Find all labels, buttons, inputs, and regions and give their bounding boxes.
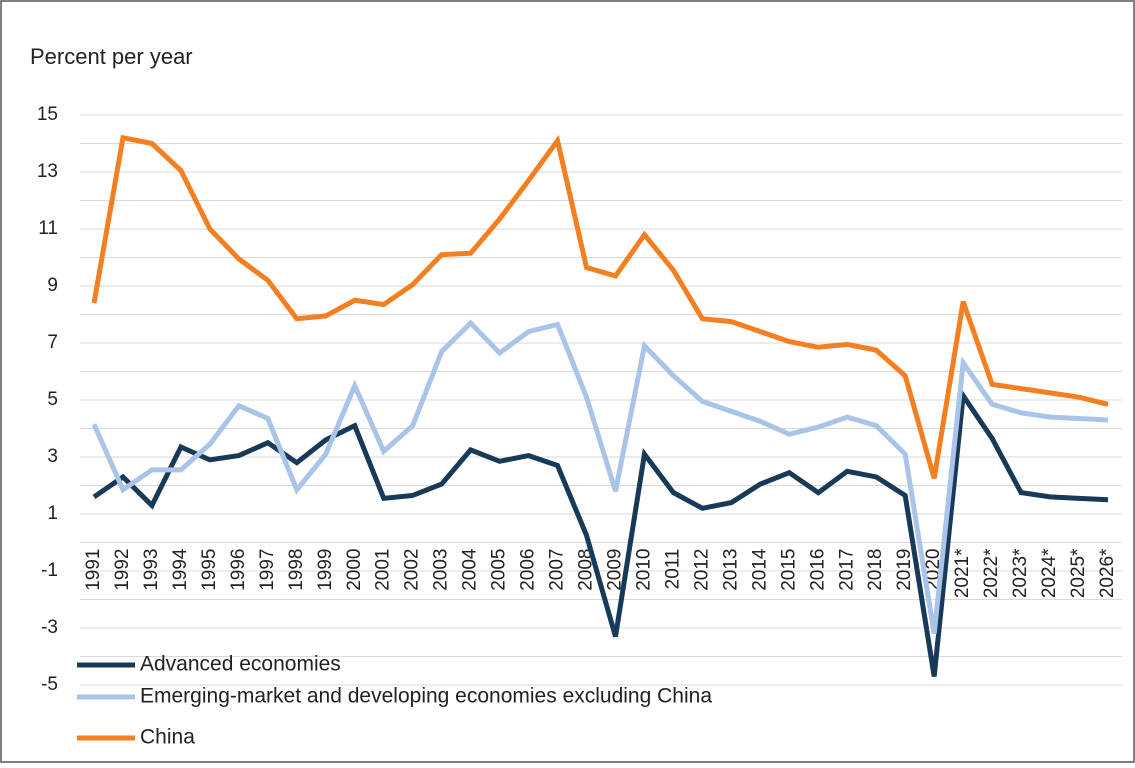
x-tick-label: 2016 (807, 549, 828, 591)
x-tick-label: 1996 (228, 549, 249, 591)
x-tick-label: 1997 (257, 549, 278, 591)
x-tick-label: 1991 (83, 549, 104, 591)
y-tick-label: 3 (47, 446, 58, 467)
x-tick-label: 2002 (402, 549, 423, 591)
x-tick-label: 2014 (749, 548, 770, 591)
x-tick-label: 1995 (199, 549, 220, 591)
x-tick-label: 2017 (836, 549, 857, 591)
x-tick-label: 2022* (981, 548, 1002, 598)
x-tick-label: 1994 (170, 548, 191, 591)
y-tick-label: 1 (47, 503, 58, 524)
x-tick-label: 2011 (662, 549, 683, 590)
x-tick-label: 2021* (952, 548, 973, 598)
x-tick-label: 2012 (691, 549, 712, 591)
x-tick-label: 2009 (605, 549, 626, 591)
y-tick-label: 7 (47, 332, 58, 353)
line-series (91, 134, 1109, 480)
y-tick-label: 13 (37, 161, 58, 182)
x-tick-label: 2013 (720, 549, 741, 591)
x-tick-label: 1998 (286, 549, 307, 591)
x-tick-label: 1992 (112, 549, 133, 591)
x-tick-label: 2004 (460, 548, 481, 591)
x-tick-label: 2005 (489, 549, 510, 591)
x-tick-label: 1993 (141, 549, 162, 591)
x-tick-label: 2007 (547, 549, 568, 591)
y-tick-label: 15 (37, 104, 58, 125)
legend-label: Advanced economies (140, 653, 341, 676)
x-tick-label: 2001 (373, 549, 394, 591)
x-tick-label: 2024* (1039, 548, 1060, 598)
x-tick-label: 1999 (315, 549, 336, 591)
line-series (91, 319, 1109, 635)
y-tick-label: -1 (41, 560, 58, 581)
y-tick-label: -3 (41, 617, 58, 638)
x-tick-label: 2000 (344, 549, 365, 591)
legend-label: China (140, 726, 195, 749)
y-axis-label: Percent per year (30, 44, 193, 69)
legend-label: Emerging-market and developing economies… (140, 685, 712, 708)
x-tick-label: 2026* (1097, 548, 1118, 598)
y-tick-label: -5 (41, 674, 58, 695)
y-tick-label: 5 (47, 389, 58, 410)
x-tick-label: 2018 (865, 549, 886, 591)
x-tick-label: 2025* (1068, 548, 1089, 598)
x-tick-label: 2006 (518, 549, 539, 591)
y-tick-label: 9 (47, 275, 58, 296)
x-tick-label: 2015 (778, 549, 799, 591)
x-tick-label: 2019 (894, 549, 915, 591)
x-tick-label: 2003 (431, 549, 452, 591)
x-tick-label: 2010 (633, 549, 654, 591)
y-tick-label: 11 (38, 218, 58, 239)
x-tick-label: 2023* (1010, 548, 1031, 598)
line-series (92, 388, 1109, 677)
